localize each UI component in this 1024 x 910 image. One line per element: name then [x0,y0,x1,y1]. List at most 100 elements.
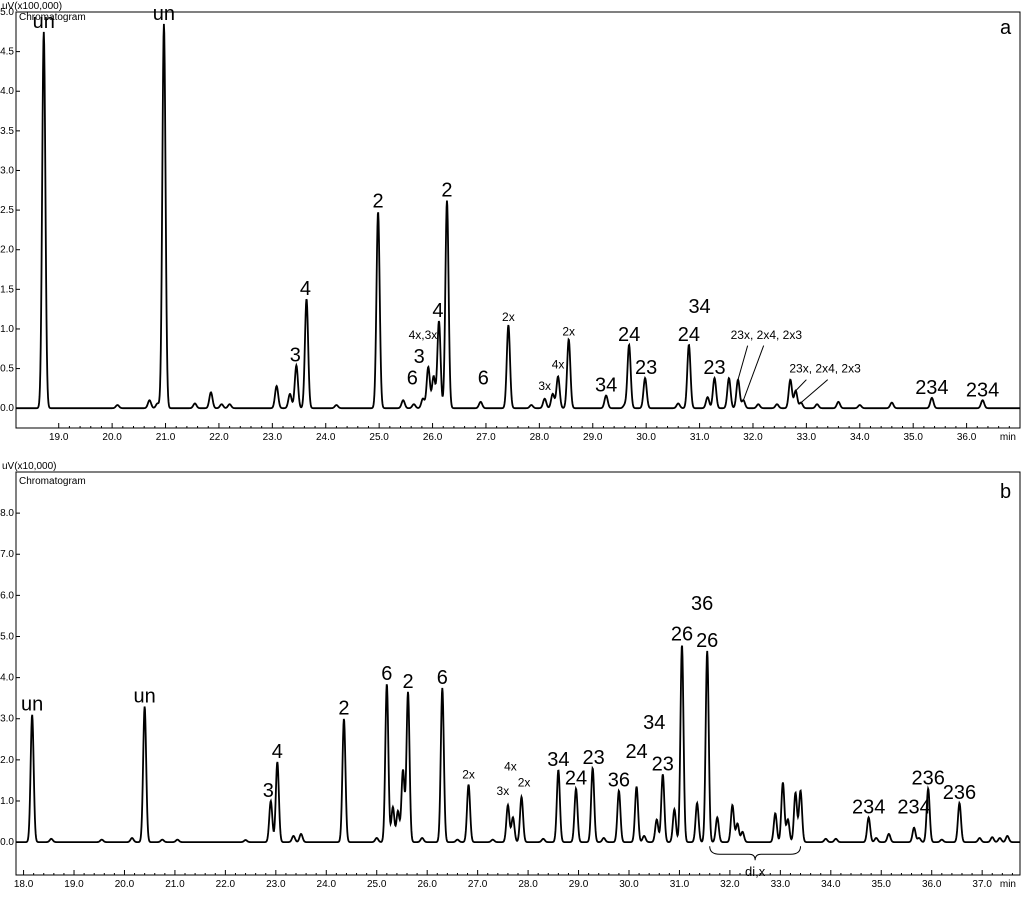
y-tick-label: 6.0 [0,590,14,601]
peak-label: 2x [462,767,475,781]
peak-label: 2 [338,698,349,720]
chromatogram-label: Chromatogram [19,476,86,487]
peak-label: 36 [608,770,630,792]
x-tick-label: 29.0 [583,432,603,443]
peak-label: 34 [688,296,710,318]
peak-label: 6 [437,667,448,689]
x-tick-label: 24.0 [317,879,337,890]
x-tick-label: 18.0 [14,879,34,890]
peak-label: 23x, 2x4, 2x3 [789,361,861,375]
peak-label: 234 [966,379,999,401]
x-tick-label: 32.0 [720,879,740,890]
chromatogram-trace [16,23,1020,410]
x-tick-label: 22.0 [209,432,229,443]
peak-label: 2x [562,324,575,338]
panel-letter: a [1000,17,1012,39]
x-tick-label: 33.0 [771,879,791,890]
annotation-pointer [742,345,765,401]
x-tick-label: 24.0 [316,432,336,443]
brace [709,846,802,861]
x-tick-label: 34.0 [850,432,870,443]
y-tick-label: 0.5 [0,364,14,375]
chromatogram-trace [16,645,1020,843]
y-tick-label: 0.0 [0,837,14,848]
x-tick-label: 28.0 [518,879,538,890]
peak-label: 6 [478,367,489,389]
peak-label: 2 [402,671,413,693]
x-tick-label: 30.0 [619,879,639,890]
peak-label: 3 [414,346,425,368]
y-tick-label: 3.0 [0,165,14,176]
x-tick-label: 31.0 [690,432,710,443]
x-tick-label: 34.0 [821,879,841,890]
peak-label: 236 [943,782,976,804]
x-tick-label: 21.0 [165,879,185,890]
y-tick-label: 5.0 [0,631,14,642]
panel-letter: b [1000,481,1011,503]
peak-label: 24 [565,768,587,790]
x-tick-label: 27.0 [468,879,488,890]
y-tick-label: 4.5 [0,47,14,58]
annotation-pointer [800,379,829,404]
peak-label: 3x [497,784,510,798]
peak-label: 2 [373,191,384,213]
x-tick-label: 36.0 [922,879,942,890]
annotation-pointer [737,345,749,380]
peak-label: 23 [703,357,725,379]
brace-label: di,x [745,864,766,879]
annotation-pointer [795,379,807,392]
x-tick-label: 28.0 [530,432,550,443]
x-tick-label: 26.0 [423,432,443,443]
x-tick-label: 19.0 [49,432,69,443]
peak-label: 2x [518,776,531,790]
x-tick-label: 25.0 [367,879,387,890]
peak-label: 24 [625,741,647,763]
x-tick-label: 26.0 [417,879,437,890]
x-tick-label: 27.0 [476,432,496,443]
peak-label: 6 [381,663,392,685]
peak-label: 3 [263,780,274,802]
x-tick-label: 30.0 [636,432,656,443]
peak-label: 4x [504,759,517,773]
peak-label: 23 [635,357,657,379]
x-tick-label: 20.0 [102,432,122,443]
y-tick-label: 2.0 [0,245,14,256]
x-tick-label: 35.0 [872,879,892,890]
peak-label: 236 [911,768,944,790]
x-tick-label: 32.0 [743,432,763,443]
y-tick-label: 5.0 [0,7,14,18]
y-tick-label: 2.0 [0,755,14,766]
x-tick-label: 37.0 [972,879,992,890]
chromatogram-label: Chromatogram [19,12,86,23]
x-tick-label: 31.0 [670,879,690,890]
peak-label: 36 [691,593,713,615]
peak-label: 4x [552,358,565,372]
peak-label: 34 [547,749,569,771]
y-tick-label: 8.0 [0,508,14,519]
peak-label: 34 [643,712,665,734]
x-tick-label: 33.0 [797,432,817,443]
x-unit-label: min [1000,879,1016,890]
y-tick-label: 1.5 [0,284,14,295]
x-tick-label: 35.0 [903,432,923,443]
x-tick-label: 23.0 [266,879,286,890]
peak-label: 6 [407,367,418,389]
x-unit-label: min [1000,432,1016,443]
y-tick-label: 4.0 [0,673,14,684]
y-tick-label: 1.0 [0,796,14,807]
x-tick-label: 21.0 [156,432,176,443]
peak-label: 2 [441,180,452,202]
peak-label: 23 [652,753,674,775]
peak-label: un [153,3,175,25]
y-unit-label: uV(x10,000) [2,461,56,472]
y-tick-label: 4.0 [0,86,14,97]
peak-label: 2x [502,310,515,324]
y-tick-label: 3.0 [0,714,14,725]
y-tick-label: 0.0 [0,403,14,414]
y-tick-label: 1.0 [0,324,14,335]
x-tick-label: 20.0 [115,879,135,890]
peak-label: 234 [852,796,885,818]
y-unit-label: uV(x100,000) [2,1,62,12]
peak-label: 3 [290,344,301,366]
